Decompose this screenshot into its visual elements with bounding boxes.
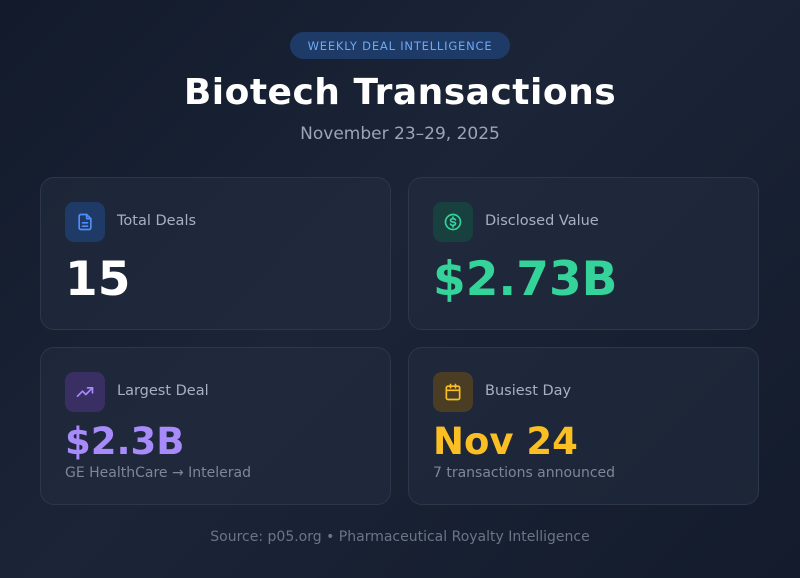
busiest-day-detail: 7 transactions announced <box>433 465 616 481</box>
disclosed-value-card: Disclosed Value $2.73B <box>408 177 759 330</box>
header-badge: WEEKLY DEAL INTELLIGENCE <box>290 32 510 59</box>
largest-deal-label: Largest Deal <box>117 383 209 399</box>
trending-up-icon <box>65 372 105 412</box>
largest-deal-card: Largest Deal $2.3B GE HealthCare → Intel… <box>40 347 391 505</box>
busiest-day-card: Busiest Day Nov 24 7 transactions announ… <box>408 347 759 505</box>
calendar-icon <box>433 372 473 412</box>
document-icon <box>65 202 105 242</box>
dollar-circle-icon <box>433 202 473 242</box>
source-footer: Source: p05.org • Pharmaceutical Royalty… <box>210 529 590 545</box>
total-deals-card: Total Deals 15 <box>40 177 391 330</box>
largest-deal-value: $2.3B <box>65 420 185 463</box>
busiest-day-label: Busiest Day <box>485 383 572 399</box>
disclosed-value-amount: $2.73B <box>433 252 618 307</box>
total-deals-label: Total Deals <box>117 213 197 229</box>
largest-deal-parties: GE HealthCare → Intelerad <box>65 465 251 481</box>
busiest-day-value: Nov 24 <box>433 420 578 463</box>
date-range: November 23–29, 2025 <box>300 124 500 144</box>
page-title: Biotech Transactions <box>183 72 617 113</box>
disclosed-value-label: Disclosed Value <box>485 213 599 229</box>
total-deals-value: 15 <box>65 252 131 307</box>
